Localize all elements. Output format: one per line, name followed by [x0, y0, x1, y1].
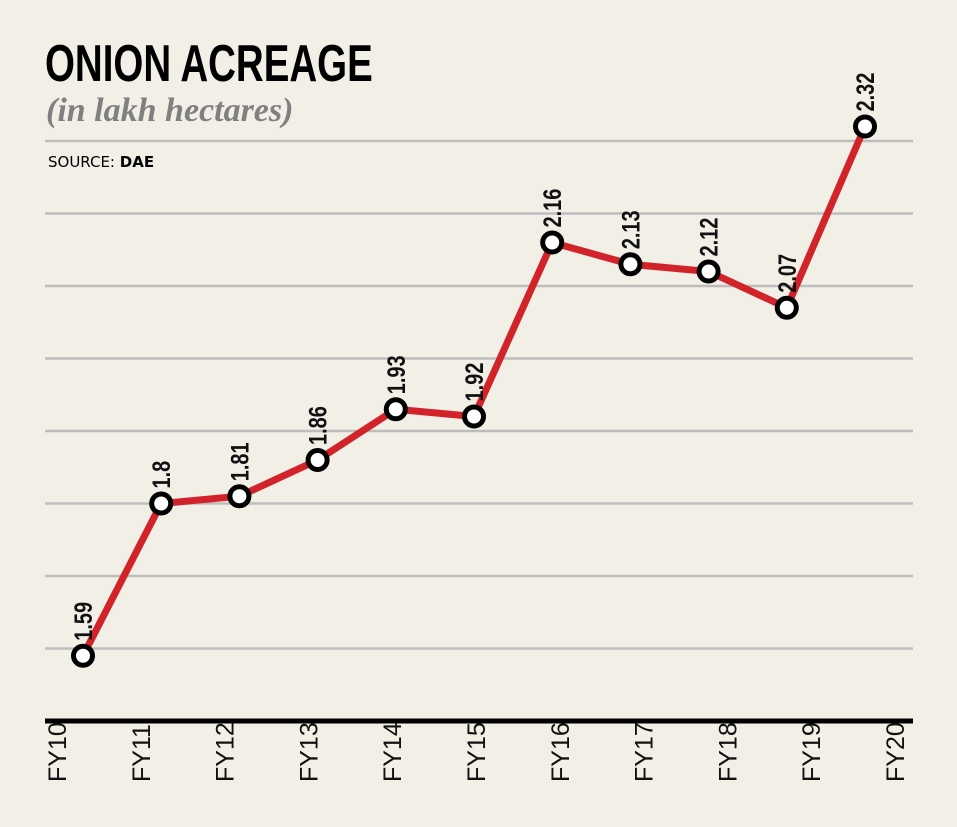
- x-tick-label: FY17: [631, 722, 659, 782]
- data-point: [853, 114, 877, 139]
- chart-subtitle: (in lakh hectares): [46, 92, 293, 129]
- data-label: 2.07: [774, 254, 802, 293]
- x-tick-label: FY14: [379, 722, 407, 782]
- data-point: [696, 259, 721, 284]
- x-tick-label: FY19: [798, 722, 826, 782]
- data-point: [149, 491, 174, 516]
- data-label: 2.12: [696, 218, 724, 257]
- data-label: 1.8: [148, 461, 176, 489]
- data-point: [540, 230, 565, 255]
- x-tick-label: FY20: [882, 722, 910, 782]
- x-tick-label: FY13: [295, 722, 323, 782]
- x-tick-label: FY18: [714, 722, 742, 782]
- data-point: [462, 404, 486, 429]
- data-point: [774, 295, 799, 320]
- data-point: [383, 397, 408, 422]
- chart-title: ONION ACREAGE: [45, 34, 373, 92]
- source-label: SOURCE:: [48, 153, 115, 171]
- data-point: [227, 484, 252, 509]
- x-tick-label: FY11: [128, 724, 156, 782]
- x-tick-label: FY12: [212, 722, 240, 782]
- data-point: [305, 448, 330, 472]
- x-tick-label: FY10: [44, 722, 72, 782]
- data-point: [71, 643, 95, 668]
- x-tick-label: FY16: [547, 722, 575, 782]
- data-label: 1.59: [70, 602, 98, 641]
- data-label: 2.13: [617, 210, 645, 249]
- source-note: SOURCE: DAE: [48, 153, 154, 171]
- data-label: 1.86: [305, 406, 333, 445]
- data-label: 1.81: [226, 442, 254, 481]
- source-value: DAE: [120, 153, 154, 171]
- x-tick-label: FY15: [463, 722, 491, 782]
- data-label: 2.16: [539, 189, 567, 228]
- data-label: 2.32: [852, 73, 880, 112]
- data-label: 1.92: [461, 363, 489, 402]
- data-point: [618, 252, 643, 277]
- data-label: 1.93: [383, 355, 411, 394]
